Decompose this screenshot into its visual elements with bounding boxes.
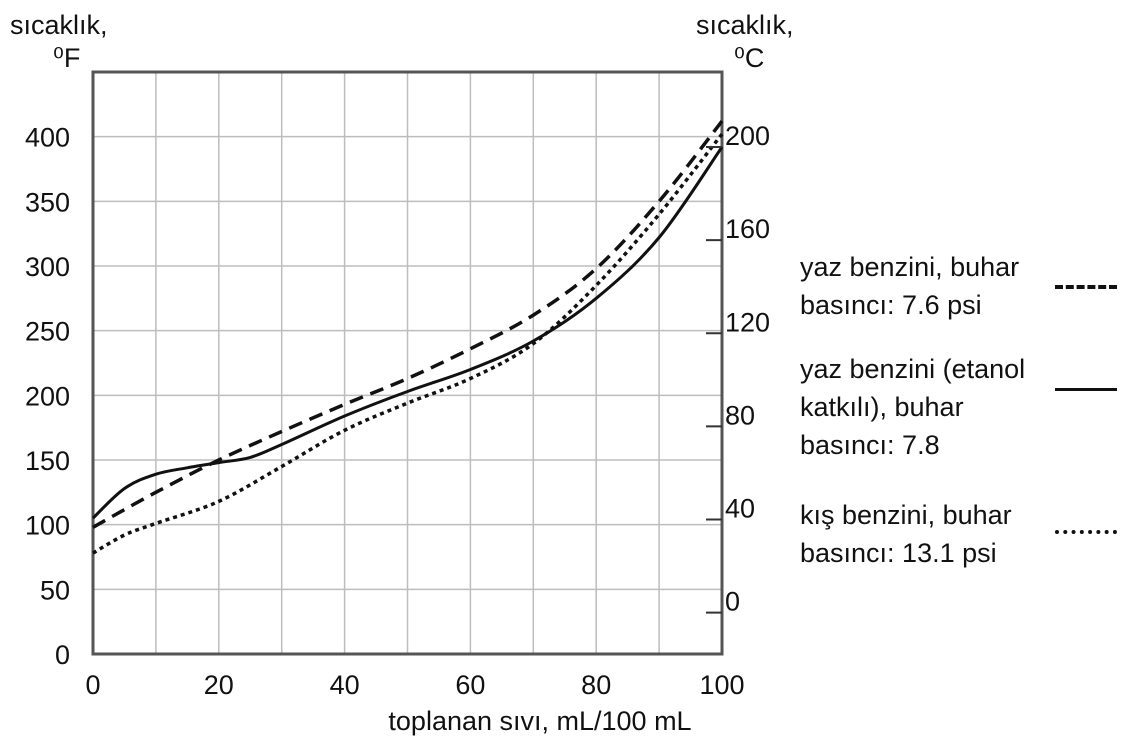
y2-tick-label: 160 xyxy=(725,214,770,244)
series-winter-line xyxy=(92,133,724,555)
y-tick-label: 50 xyxy=(40,575,70,605)
left-axis-label-line1: sıcaklık, xyxy=(10,10,108,40)
right-axis-label-line2: ⁰C xyxy=(734,43,764,73)
legend-ethanol-swatch xyxy=(1055,388,1117,391)
ticks-layer: 0 50 100 150 200 250 300 350 400 0 20 40 60 80 100 0 40 8… xyxy=(25,121,770,700)
plot-frame xyxy=(91,70,724,656)
x-tick-label: 60 xyxy=(455,670,485,700)
legend-ethanol-line3: basıncı: 7.8 xyxy=(800,430,940,460)
legend-summer-line2: basıncı: 7.6 psi xyxy=(800,290,982,320)
legend-winter-line2: basıncı: 13.1 psi xyxy=(800,538,997,568)
x-axis-label: toplanan sıvı, mL/100 mL xyxy=(388,706,691,736)
legend-ethanol-line2: katkılı), buhar xyxy=(800,392,964,422)
x-tick-label: 40 xyxy=(330,670,360,700)
y2-tick-label: 0 xyxy=(725,587,740,617)
legend-summer-line1: yaz benzini, buhar xyxy=(800,252,1020,282)
y-tick-label: 350 xyxy=(25,187,70,217)
right-axis-label-line1: sıcaklık, xyxy=(696,10,794,40)
legend-ethanol-line1: yaz benzini (etanol xyxy=(800,354,1026,384)
x-tick-label: 100 xyxy=(699,670,744,700)
series-summer-line xyxy=(92,120,724,529)
y-tick-label: 150 xyxy=(25,446,70,476)
series-ethanol-line xyxy=(91,146,724,520)
x-tick-label: 0 xyxy=(85,670,100,700)
y-tick-label: 300 xyxy=(25,252,70,282)
y-tick-label: 0 xyxy=(55,640,70,670)
x-tick-label: 80 xyxy=(581,670,611,700)
y2-tick-label: 200 xyxy=(725,121,770,151)
grid xyxy=(93,72,722,654)
series-layer xyxy=(91,120,724,555)
left-axis-label-line2: ⁰F xyxy=(53,43,80,73)
x-tick-label: 20 xyxy=(204,670,234,700)
legend-summer-text: yaz benzini, buhar basıncı: 7.6 psi xyxy=(800,248,1050,324)
y2-tick-label: 40 xyxy=(725,493,755,523)
y-tick-label: 100 xyxy=(25,511,70,541)
y2-tick-label: 120 xyxy=(725,307,770,337)
legend-summer-swatch xyxy=(1055,285,1117,289)
y-tick-label: 250 xyxy=(25,317,70,347)
y2-tick-label: 80 xyxy=(725,400,755,430)
legend-ethanol-text: yaz benzini (etanol katkılı), buhar bası… xyxy=(800,350,1050,464)
y-tick-label: 400 xyxy=(25,123,70,153)
y-tick-label: 200 xyxy=(25,381,70,411)
legend-winter-line1: kış benzini, buhar xyxy=(800,500,1012,530)
legend-winter-text: kış benzini, buhar basıncı: 13.1 psi xyxy=(800,496,1050,572)
legend-winter-swatch xyxy=(1055,530,1117,534)
